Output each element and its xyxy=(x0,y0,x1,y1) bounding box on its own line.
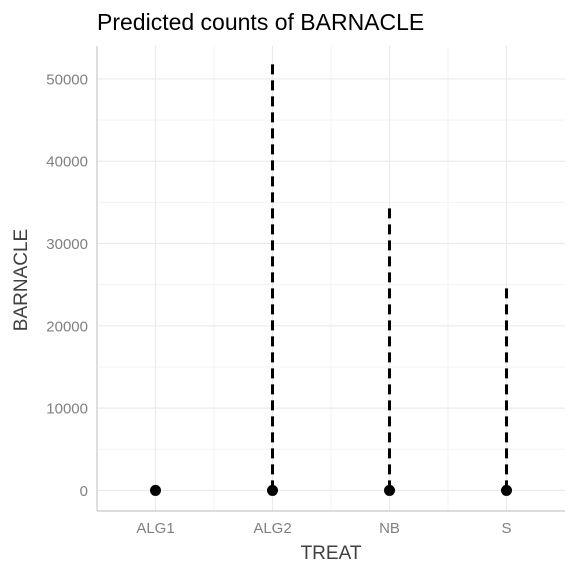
y-tick-label: 50000 xyxy=(46,71,88,88)
data-point xyxy=(267,484,278,496)
x-axis-title: TREAT xyxy=(301,543,362,564)
y-tick-label: 30000 xyxy=(46,236,88,253)
y-tick-label: 10000 xyxy=(46,401,88,418)
chart-title: Predicted counts of BARNACLE xyxy=(97,9,424,35)
data-point xyxy=(501,484,512,496)
y-tick-label: 40000 xyxy=(46,154,88,171)
x-tick-label: S xyxy=(501,520,511,537)
y-axis-title: BARNACLE xyxy=(11,229,32,331)
grid-layer xyxy=(97,46,565,511)
x-tick-label: ALG2 xyxy=(253,520,291,537)
x-tick-label: ALG1 xyxy=(136,520,174,537)
y-tick-label: 0 xyxy=(80,483,88,500)
axis-layer: 0 10000 20000 30000 40000 50000 ALG1 ALG2 NB S xyxy=(46,46,565,537)
data-point xyxy=(384,484,395,496)
data-point xyxy=(150,484,161,496)
x-tick-label: NB xyxy=(379,520,400,537)
y-tick-label: 20000 xyxy=(46,318,88,335)
mark-layer xyxy=(150,62,512,496)
